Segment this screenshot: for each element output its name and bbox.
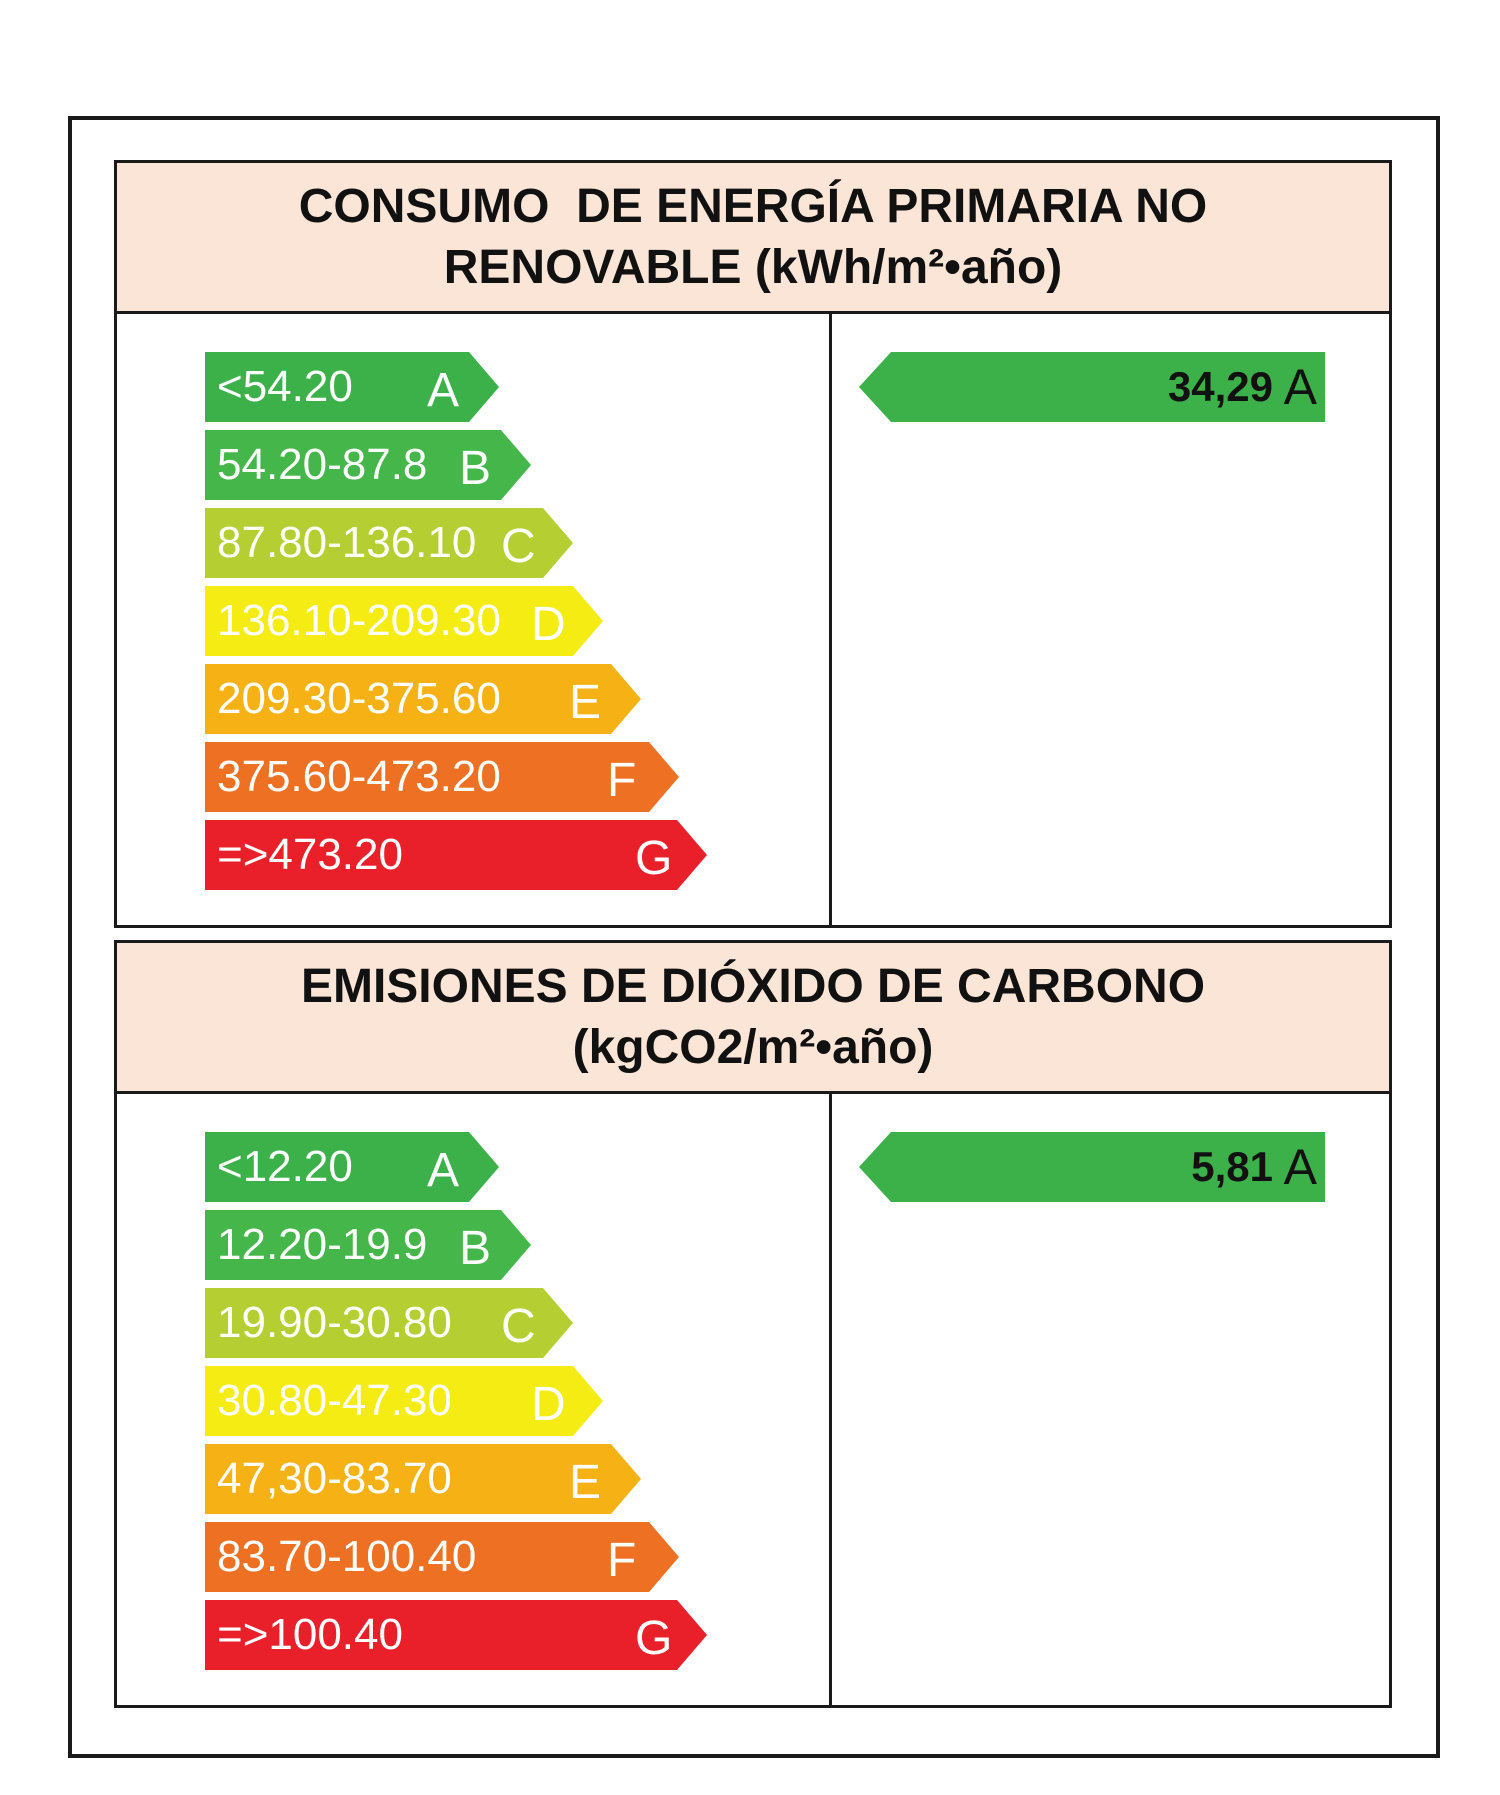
class-bar-letter: F <box>607 1534 637 1587</box>
class-bar-a: <12.20 A <box>205 1132 499 1202</box>
class-bar-fill <box>205 1444 641 1514</box>
class-bar-letter: A <box>427 364 460 417</box>
class-bar-letter: E <box>569 1456 602 1509</box>
class-bar-arrow-shape <box>205 1366 603 1436</box>
class-bar-fill <box>205 1132 499 1202</box>
energy-header-line2: RENOVABLE (kWh/m²•año) <box>443 241 1063 294</box>
class-bar-a: <54.20 A <box>205 352 499 422</box>
class-bar-arrow-shape <box>205 1210 531 1280</box>
class-bar-range: 30.80-47.30 <box>217 1376 452 1425</box>
class-bar-letter: F <box>607 754 637 807</box>
class-bar-fill <box>205 430 531 500</box>
class-bar-arrow-shape <box>205 664 641 734</box>
class-bar-c: 19.90-30.80 C <box>205 1288 573 1358</box>
energy-header-line1: CONSUMO DE ENERGÍA PRIMARIA NO <box>298 180 1208 233</box>
class-bar-arrow-shape <box>205 586 603 656</box>
class-bar-e: 209.30-375.60 E <box>205 664 641 734</box>
class-bar-fill <box>205 1288 573 1358</box>
class-bar-arrow-shape <box>205 1444 641 1514</box>
class-bar-fill <box>205 820 707 890</box>
class-bar-arrow-shape <box>205 1522 679 1592</box>
class-bar-g: =>100.40 G <box>205 1600 707 1670</box>
class-bar-fill <box>205 742 679 812</box>
emissions-class-scale: <12.20 A 12.20-19.9 B 19.90-30.80 C 30.80-47.3… <box>205 1132 765 1672</box>
class-bar-arrow-shape <box>205 1132 499 1202</box>
class-bar-range: 136.10-209.30 <box>217 596 501 645</box>
class-bar-range: 54.20-87.8 <box>217 440 428 489</box>
class-bar-fill <box>205 586 603 656</box>
class-bar-range: 87.80-136.10 <box>217 518 477 567</box>
class-bar-range: =>100.40 <box>217 1610 403 1659</box>
class-bar-range: <12.20 <box>217 1142 353 1191</box>
class-bar-fill <box>205 508 573 578</box>
class-bar-letter: B <box>459 1222 492 1275</box>
certificate-frame <box>68 116 1440 1758</box>
class-bar-arrow-shape <box>205 352 499 422</box>
energy-rating-class: A <box>1283 359 1317 415</box>
emissions-rating-class: A <box>1283 1139 1317 1195</box>
emissions-header: EMISIONES DE DIÓXIDO DE CARBONO (kgCO2/m… <box>114 940 1392 1094</box>
class-bar-range: 83.70-100.40 <box>217 1532 477 1581</box>
class-bar-d: 136.10-209.30 D <box>205 586 603 656</box>
class-bar-fill <box>205 1210 531 1280</box>
class-bar-f: 83.70-100.40 F <box>205 1522 679 1592</box>
class-bar-range: 47,30-83.70 <box>217 1454 452 1503</box>
energy-rating-value: 34,29 <box>1167 363 1273 410</box>
class-bar-fill <box>205 352 499 422</box>
class-bar-arrow-shape <box>205 742 679 812</box>
class-bar-arrow-shape <box>205 1600 707 1670</box>
class-bar-arrow-shape <box>205 820 707 890</box>
class-bar-range: 19.90-30.80 <box>217 1298 452 1347</box>
emissions-panel: <12.20 A 12.20-19.9 B 19.90-30.80 C 30.80-47.3… <box>114 1094 1392 1708</box>
energy-rating-arrow-shape <box>859 352 1325 422</box>
emissions-rating-arrow-fill <box>859 1132 1325 1202</box>
class-bar-letter: C <box>501 520 536 573</box>
class-bar-letter: A <box>427 1144 460 1197</box>
energy-panel-divider <box>829 314 832 925</box>
energy-panel: <54.20 A 54.20-87.8 B 87.80-136.10 C 136.10-20… <box>114 314 1392 928</box>
class-bar-e: 47,30-83.70 E <box>205 1444 641 1514</box>
class-bar-letter: D <box>531 1378 566 1431</box>
class-bar-arrow-shape <box>205 508 573 578</box>
class-bar-range: 209.30-375.60 <box>217 674 501 723</box>
class-bar-fill <box>205 1366 603 1436</box>
class-bar-c: 87.80-136.10 C <box>205 508 573 578</box>
class-bar-letter: G <box>635 1612 673 1665</box>
energy-rating-arrow-fill <box>859 352 1325 422</box>
class-bar-range: <54.20 <box>217 362 353 411</box>
emissions-header-line1: EMISIONES DE DIÓXIDO DE CARBONO <box>300 960 1206 1013</box>
class-bar-range: 375.60-473.20 <box>217 752 501 801</box>
emissions-rating-arrow: 5,81 A <box>859 1132 1325 1202</box>
class-bar-g: =>473.20 G <box>205 820 707 890</box>
energy-rating-arrow: 34,29 A <box>859 352 1325 422</box>
class-bar-arrow-shape <box>205 430 531 500</box>
class-bar-b: 12.20-19.9 B <box>205 1210 531 1280</box>
emissions-rating-value: 5,81 <box>1191 1143 1273 1190</box>
class-bar-letter: D <box>531 598 566 651</box>
class-bar-b: 54.20-87.8 B <box>205 430 531 500</box>
class-bar-range: =>473.20 <box>217 830 403 879</box>
emissions-panel-divider <box>829 1094 832 1705</box>
class-bar-letter: B <box>459 442 492 495</box>
energy-class-scale: <54.20 A 54.20-87.8 B 87.80-136.10 C 136.10-20… <box>205 352 765 892</box>
emissions-header-line2: (kgCO2/m²•año) <box>572 1021 934 1074</box>
class-bar-fill <box>205 1522 679 1592</box>
class-bar-letter: G <box>635 832 673 885</box>
class-bar-letter: E <box>569 676 602 729</box>
class-bar-d: 30.80-47.30 D <box>205 1366 603 1436</box>
emissions-rating-arrow-shape <box>859 1132 1325 1202</box>
class-bar-fill <box>205 664 641 734</box>
class-bar-fill <box>205 1600 707 1670</box>
class-bar-letter: C <box>501 1300 536 1353</box>
class-bar-range: 12.20-19.9 <box>217 1220 428 1269</box>
energy-header: CONSUMO DE ENERGÍA PRIMARIA NO RENOVABLE… <box>114 160 1392 314</box>
class-bar-arrow-shape <box>205 1288 573 1358</box>
class-bar-f: 375.60-473.20 F <box>205 742 679 812</box>
